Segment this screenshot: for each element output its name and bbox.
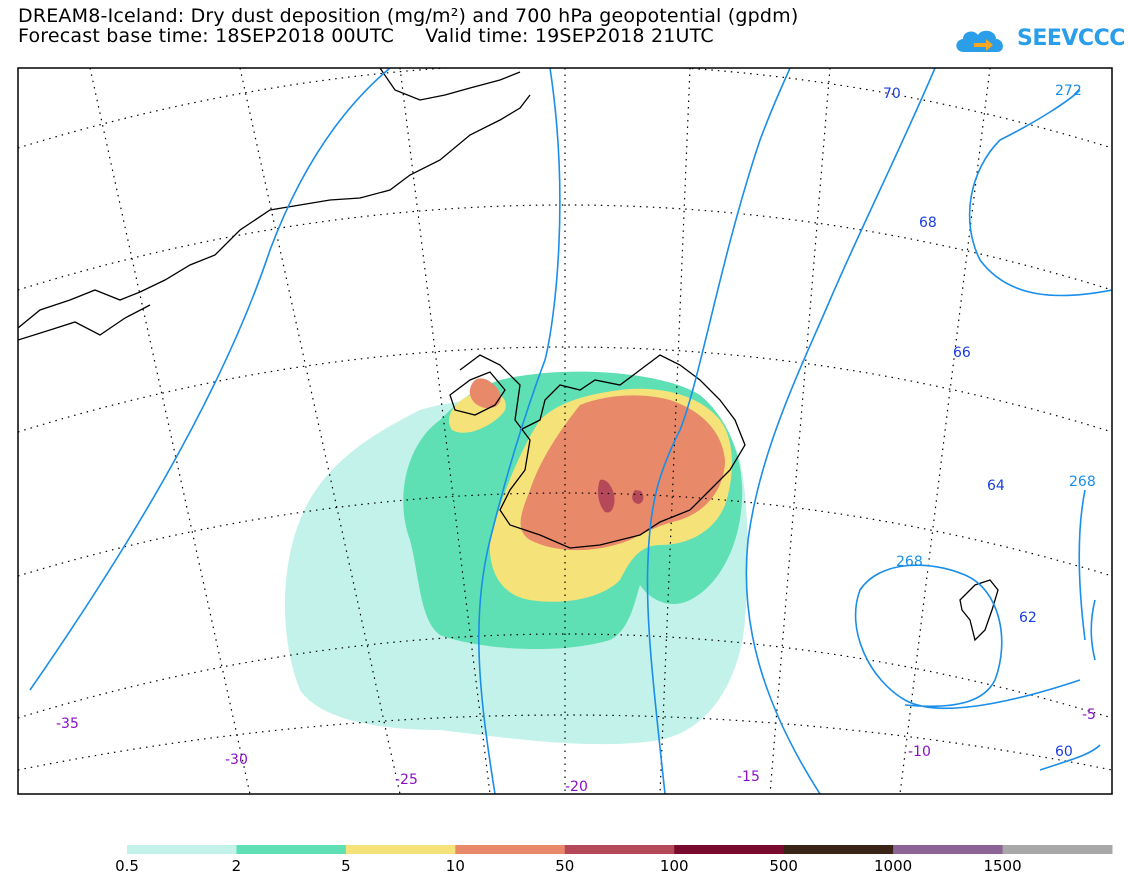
longitude-label-5: -5 [1082,707,1096,723]
geopotential-label-66: 66 [953,345,971,361]
longitude-labels: -35 -30 -25 -20 -15 -10 -5 [56,707,1096,795]
cloud-arrow-icon [956,30,1003,52]
colorbar-swatches [127,845,1113,854]
colorbar-label: 50 [555,857,575,875]
colorbar-label: 2 [231,857,242,875]
geopotential-labels-light: 272 268 268 [896,83,1096,570]
longitude-label-20: -20 [565,779,588,795]
colorbar-swatch [783,845,894,854]
longitude-label-35: -35 [56,716,79,732]
colorbar-label: 500 [769,857,798,875]
logo-text: SEEVCCC [1017,26,1125,51]
colorbar-label: 1500 [983,857,1022,875]
graticule [18,68,1112,794]
map-frame [17,67,1113,795]
longitude-label-30: -30 [225,752,248,768]
colorbar-swatch [345,845,456,854]
geopotential-label-62: 62 [1019,610,1037,626]
colorbar-label: 100 [659,857,689,875]
colorbar-swatch [893,845,1004,854]
longitude-label-25: -25 [395,772,418,788]
map-subtitle: Forecast base time: 18SEP2018 00UTC Vali… [18,25,714,47]
geopotential-labels: 70 68 66 64 62 60 [883,86,1073,760]
dust-level-10 [469,378,725,551]
geopotential-label-272: 272 [1055,83,1082,99]
coastline [18,68,999,642]
geopotential-label-64: 64 [987,478,1005,494]
colorbar-label: 10 [445,857,465,875]
colorbar-label: 5 [341,857,351,875]
colorbar-swatch [674,845,785,854]
colorbar-swatch [564,845,675,854]
longitude-label-10: -10 [908,744,931,760]
longitude-label-15: -15 [737,769,760,785]
colorbar-swatch [127,845,237,854]
geopotential-label-70: 70 [883,86,901,102]
map-title: DREAM8-Iceland: Dry dust deposition (mg/… [18,5,799,27]
geopotential-label-268-east: 268 [1069,474,1096,490]
geopotential-contours [29,68,1112,794]
colorbar-label: 1000 [874,857,913,875]
dust-level-50 [597,479,644,513]
colorbar-swatch [455,845,566,854]
colorbar-swatch [236,845,347,854]
geopotential-label-60: 60 [1055,744,1073,760]
geopotential-label-68: 68 [919,215,937,231]
colorbar-label: 0.5 [115,857,139,875]
colorbar-swatch [1002,845,1113,854]
geopotential-label-268-center: 268 [896,554,923,570]
